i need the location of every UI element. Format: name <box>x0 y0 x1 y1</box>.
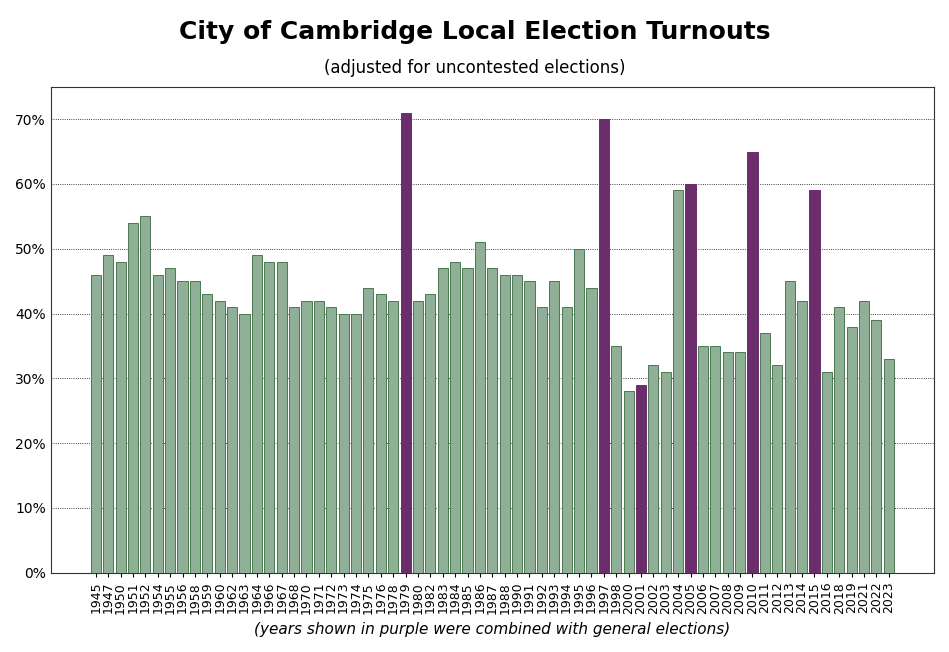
Bar <box>562 307 571 572</box>
Bar <box>165 268 176 572</box>
Bar <box>302 301 311 572</box>
Bar <box>251 255 262 572</box>
Bar <box>214 301 225 572</box>
Bar <box>735 353 745 572</box>
Bar <box>363 288 374 572</box>
Bar <box>339 314 348 572</box>
Bar <box>153 274 163 572</box>
Bar <box>822 372 832 572</box>
Bar <box>474 243 485 572</box>
Bar <box>611 346 622 572</box>
Bar <box>748 151 757 572</box>
Bar <box>388 301 399 572</box>
Bar <box>525 281 534 572</box>
Bar <box>103 255 113 572</box>
Bar <box>859 301 869 572</box>
Bar <box>871 320 882 572</box>
Text: City of Cambridge Local Election Turnouts: City of Cambridge Local Election Turnout… <box>178 20 771 44</box>
Bar <box>512 274 522 572</box>
Bar <box>785 281 794 572</box>
Bar <box>586 288 597 572</box>
Bar <box>636 385 646 572</box>
Bar <box>413 301 423 572</box>
Bar <box>326 307 336 572</box>
Bar <box>425 294 436 572</box>
Bar <box>884 359 894 572</box>
Bar <box>722 353 733 572</box>
Bar <box>128 223 139 572</box>
Bar <box>239 314 250 572</box>
Bar <box>276 261 287 572</box>
Bar <box>264 261 274 572</box>
Bar <box>574 248 585 572</box>
Bar <box>599 119 609 572</box>
Bar <box>140 216 151 572</box>
Bar <box>648 365 659 572</box>
Bar <box>549 281 559 572</box>
Bar <box>462 268 473 572</box>
Bar <box>661 372 671 572</box>
Bar <box>450 261 460 572</box>
Bar <box>834 307 845 572</box>
Bar <box>400 113 411 572</box>
Bar <box>314 301 324 572</box>
Bar <box>351 314 362 572</box>
Bar <box>685 184 696 572</box>
Bar <box>537 307 547 572</box>
Bar <box>116 261 125 572</box>
Bar <box>437 268 448 572</box>
Bar <box>797 301 807 572</box>
Bar <box>227 307 237 572</box>
Bar <box>289 307 299 572</box>
Bar <box>698 346 708 572</box>
Bar <box>847 327 857 572</box>
Bar <box>809 190 820 572</box>
Bar <box>673 190 683 572</box>
X-axis label: (years shown in purple were combined with general elections): (years shown in purple were combined wit… <box>254 622 731 637</box>
Bar <box>499 274 510 572</box>
Bar <box>623 391 634 572</box>
Bar <box>177 281 188 572</box>
Bar <box>772 365 782 572</box>
Bar <box>376 294 386 572</box>
Text: (adjusted for uncontested elections): (adjusted for uncontested elections) <box>324 59 625 77</box>
Bar <box>91 274 101 572</box>
Bar <box>710 346 720 572</box>
Bar <box>760 333 770 572</box>
Bar <box>202 294 213 572</box>
Bar <box>487 268 497 572</box>
Bar <box>190 281 200 572</box>
